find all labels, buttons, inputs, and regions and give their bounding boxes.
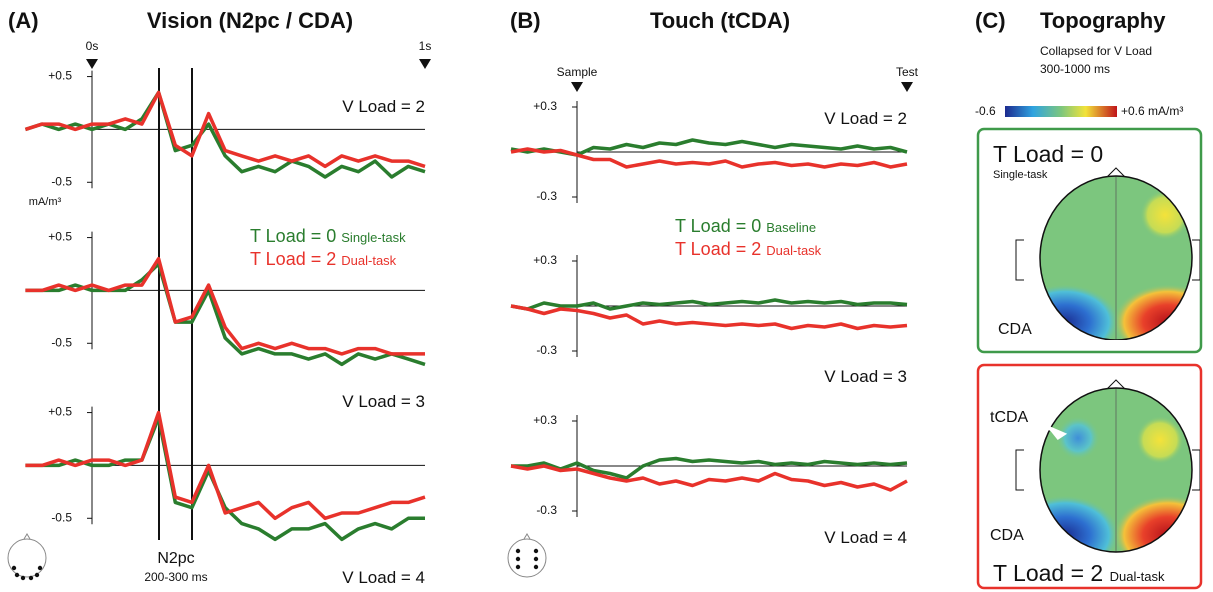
marker-label: 0s [86,39,99,53]
electrode-icon [507,533,547,578]
series-line [510,304,908,331]
marker [571,82,583,92]
map-label: tCDA [990,409,1029,426]
legend-entry: T Load = 2 Dual-task [250,249,397,269]
subtitle: Collapsed for V Load [1040,44,1152,58]
marker-label: Sample [557,65,598,79]
y-tick-label: -0.3 [536,189,557,203]
subtitle: 300-1000 ms [1040,62,1110,76]
panel-title: Touch (tCDA) [650,8,790,33]
annotation: V Load = 2 [342,97,425,116]
window-range: 200-300 ms [144,570,207,584]
y-tick-label: +0.3 [533,99,557,113]
annotation: V Load = 2 [824,109,907,128]
panel-title: Topography [1040,8,1166,33]
map-title: T Load = 0 [993,141,1103,167]
legend-name: T Load = 0 [675,216,761,236]
marker-label: Test [896,65,919,79]
legend-note: Single-task [341,230,406,245]
series-line [25,256,425,356]
y-tick-label: -0.3 [536,343,557,357]
annotation: V Load = 4 [342,568,425,587]
y-tick-label: -0.5 [51,510,72,524]
legend-note: Baseline [766,220,816,235]
series-line [25,416,425,542]
y-tick-label: +0.3 [533,413,557,427]
legend-name: T Load = 2 [675,239,761,259]
annotation: V Load = 3 [342,392,425,411]
series-line [25,410,426,521]
charts: +0.5 -0.5 V Load = 2 +0.5 -0.5 V Load = 3 +0.5… [24,69,908,587]
series-line [24,90,426,169]
legend-name: T Load = 0 [250,226,336,246]
y-tick-label: +0.5 [48,69,72,83]
y-tick-label: +0.3 [533,253,557,267]
panel-label: (B) [510,8,541,33]
legend-entry: T Load = 0 Baseline [675,216,816,236]
y-tick-label: -0.3 [536,503,557,517]
marker [419,59,431,69]
annotation: V Load = 3 [824,367,907,386]
y-tick-label: -0.5 [51,335,72,349]
legend-entry: T Load = 0 Single-task [250,226,406,246]
y-tick-label: +0.5 [48,230,72,244]
arrow [1039,422,1068,441]
series-line [25,262,426,367]
map-label: CDA [998,321,1032,338]
map-note: Single-task [993,169,1048,181]
scale-label: -0.6 [975,104,996,118]
y-tick-label: -0.5 [51,174,72,188]
scale-label: +0.6 mA/m³ [1121,104,1183,118]
legend-entry: T Load = 2 Dual-task [675,239,822,259]
map-title-text: T Load = 2 [993,560,1103,586]
annotation: V Load = 4 [824,528,907,547]
legend-name: T Load = 2 [250,249,336,269]
colorbar [1005,106,1117,117]
marker-label: 1s [419,39,432,53]
panel-label: (C) [975,8,1006,33]
series-line [24,90,426,179]
unit-label: mA/m³ [29,196,62,208]
series-line [510,147,908,169]
marker [901,82,913,92]
map-title: T Load = 2 Dual-task [993,560,1165,586]
panel-label: (A) [8,8,39,33]
window-name: N2pc [157,550,194,567]
series-line [510,464,908,492]
series-line [510,298,908,311]
legend-note: Dual-task [341,253,396,268]
electrode-icon [7,533,47,581]
map-note: Dual-task [1110,569,1165,584]
series-line [511,456,908,480]
map-label: CDA [990,527,1024,544]
marker [86,59,98,69]
panel-title: Vision (N2pc / CDA) [147,8,353,33]
legend-note: Dual-task [766,243,821,258]
y-tick-label: +0.5 [48,405,72,419]
